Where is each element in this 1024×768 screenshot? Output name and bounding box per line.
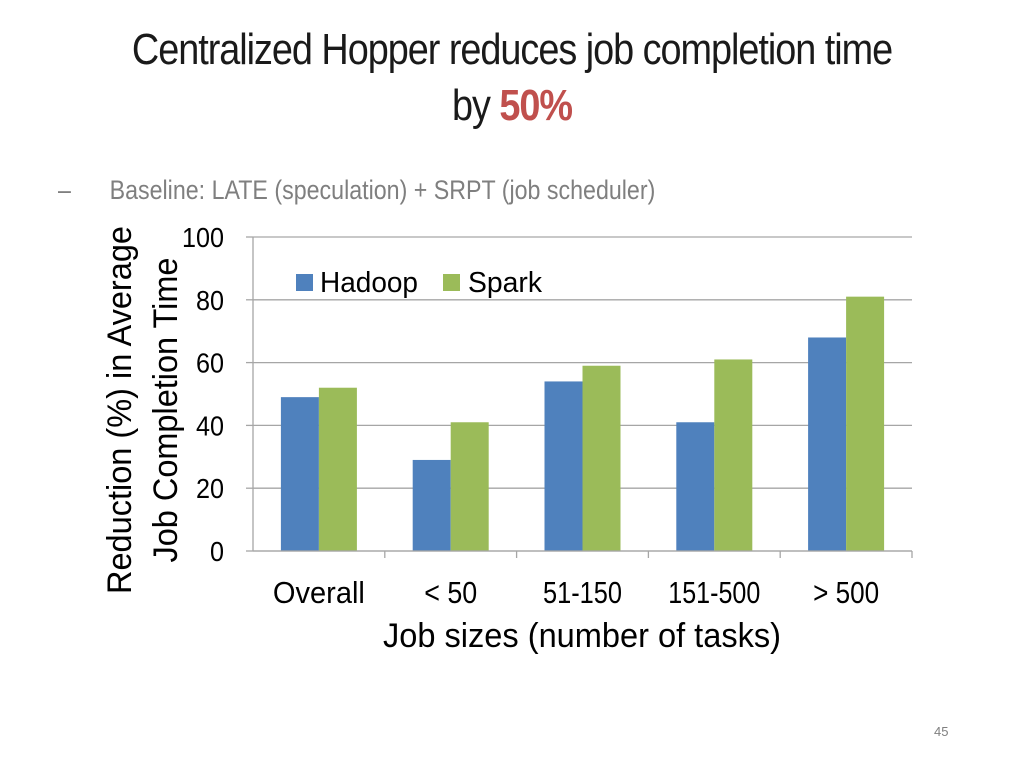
bar-spark: [318, 387, 357, 551]
bar-spark: [582, 365, 621, 551]
legend-label-hadoop: Hadoop: [320, 267, 418, 299]
bar-hadoop: [412, 459, 451, 551]
y-tick-label: 20: [196, 473, 224, 504]
title-highlight: 50%: [499, 81, 573, 130]
x-axis-label: Job sizes (number of tasks): [383, 617, 781, 655]
bar-hadoop: [676, 422, 715, 551]
legend-swatch-hadoop: [296, 274, 313, 291]
y-tick-label: 0: [210, 536, 224, 567]
baseline-bullet: – Baseline: LATE (speculation) + SRPT (jo…: [58, 172, 655, 208]
title-prefix: by: [451, 81, 491, 130]
x-tick-label: 51-150: [543, 575, 622, 610]
legend-label-spark: Spark: [468, 267, 542, 299]
legend-swatch-spark: [443, 274, 460, 291]
y-axis-label-line-2: Job Completion Time: [147, 258, 185, 563]
bullet-text: Baseline: LATE (speculation) + SRPT (job…: [109, 175, 656, 205]
bar-spark: [846, 296, 885, 551]
bar-spark: [450, 422, 489, 551]
chart-svg: 0 20 40 60 80 100 Overall < 50 51-150 151-500 > 50…: [101, 222, 913, 655]
x-tick-label: Overall: [273, 575, 365, 610]
y-tick-label: 60: [196, 348, 224, 379]
bullet-dash: –: [58, 175, 71, 205]
x-tick-label: < 50: [424, 575, 477, 610]
bar-hadoop: [544, 381, 583, 551]
x-tick-label: > 500: [813, 575, 879, 610]
bar-spark: [714, 359, 753, 551]
x-tick-label: 151-500: [668, 575, 760, 610]
title-line-2: by 50%: [106, 78, 918, 134]
slide-title: Centralized Hopper reduces job completio…: [106, 22, 918, 134]
y-tick-label: 100: [182, 222, 224, 253]
y-tick-label: 40: [196, 410, 224, 441]
y-tick-label: 80: [196, 285, 224, 316]
bar-hadoop: [280, 397, 319, 551]
y-axis-label-line-1: Reduction (%) in Average: [101, 226, 139, 594]
bar-hadoop: [808, 337, 847, 551]
bar-chart: 0 20 40 60 80 100 Overall < 50 51-150 151-500 > 50…: [0, 210, 1024, 670]
title-line-1: Centralized Hopper reduces job completio…: [131, 25, 893, 74]
page-number: 45: [934, 724, 949, 739]
